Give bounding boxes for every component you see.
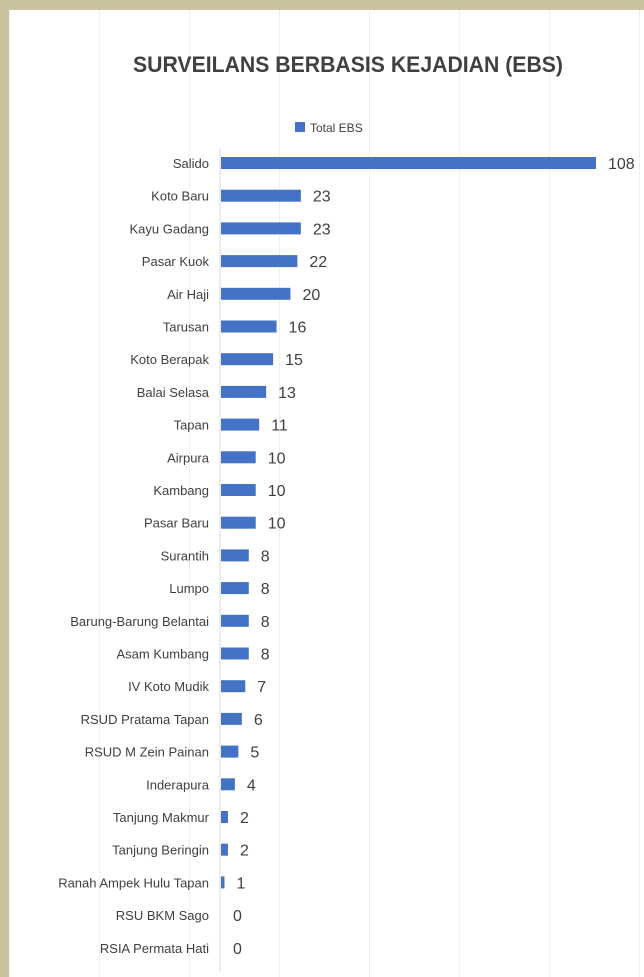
chart-title: SURVEILANS BERBASIS KEJADIAN (EBS) bbox=[133, 52, 563, 77]
bar bbox=[221, 157, 596, 169]
bar bbox=[221, 647, 249, 660]
category-label: Tanjung Beringin bbox=[112, 843, 209, 858]
bar bbox=[221, 843, 228, 856]
category-label: Balai Selasa bbox=[137, 385, 210, 400]
category-labels: Salido Koto Baru Kayu Gadang Pasar Kuok Air … bbox=[58, 156, 210, 956]
bar bbox=[221, 745, 239, 758]
bar bbox=[221, 255, 298, 268]
category-label: RSUD Pratama Tapan bbox=[81, 712, 209, 727]
category-label: Tapan bbox=[174, 418, 209, 433]
bar bbox=[221, 484, 256, 496]
category-label: Tanjung Makmur bbox=[113, 810, 210, 825]
category-label: Lumpo bbox=[169, 581, 209, 596]
bar bbox=[221, 222, 301, 235]
category-label: RSIA Permata Hati bbox=[100, 941, 209, 956]
data-label: 4 bbox=[247, 777, 256, 794]
data-label: 23 bbox=[313, 221, 331, 238]
category-label: Inderapura bbox=[146, 777, 210, 792]
bars bbox=[221, 157, 596, 889]
data-label: 23 bbox=[313, 189, 331, 206]
bar bbox=[221, 353, 274, 366]
data-label: 2 bbox=[240, 843, 249, 860]
data-label: 10 bbox=[268, 450, 286, 467]
category-label: Kayu Gadang bbox=[129, 221, 209, 236]
category-label: Ranah Ampek Hulu Tapan bbox=[58, 875, 209, 890]
data-label: 8 bbox=[261, 647, 270, 664]
bar bbox=[221, 516, 256, 529]
data-label: 8 bbox=[261, 548, 270, 565]
data-label: 15 bbox=[285, 352, 303, 369]
category-label: Tarusan bbox=[163, 320, 209, 335]
spreadsheet-background bbox=[9, 10, 644, 977]
category-label: RSU BKM Sago bbox=[116, 908, 209, 923]
data-label: 11 bbox=[271, 418, 288, 435]
data-label: 0 bbox=[233, 941, 242, 958]
category-label: Pasar Baru bbox=[144, 516, 209, 531]
bar bbox=[221, 418, 260, 431]
data-label: 8 bbox=[261, 581, 270, 598]
category-label: RSUD M Zein Painan bbox=[85, 745, 209, 760]
bar bbox=[221, 811, 228, 823]
data-label: 10 bbox=[268, 483, 286, 500]
bar bbox=[221, 680, 246, 693]
bar bbox=[221, 876, 225, 889]
category-label: Asam Kumbang bbox=[117, 647, 210, 662]
category-label: Airpura bbox=[167, 450, 210, 465]
category-label: Koto Baru bbox=[151, 189, 209, 204]
data-label: 10 bbox=[268, 516, 286, 533]
bar bbox=[221, 320, 277, 333]
category-label: Salido bbox=[173, 156, 209, 171]
data-label: 16 bbox=[289, 320, 307, 337]
legend-swatch bbox=[295, 122, 305, 132]
data-label: 13 bbox=[278, 385, 296, 402]
bar bbox=[221, 189, 301, 202]
bar bbox=[221, 287, 291, 300]
bar bbox=[221, 451, 256, 464]
category-label: Barung-Barung Belantai bbox=[70, 614, 209, 629]
legend-label: Total EBS bbox=[310, 121, 363, 135]
data-label: 5 bbox=[250, 745, 259, 762]
data-label: 1 bbox=[236, 875, 245, 892]
category-label: IV Koto Mudik bbox=[128, 679, 209, 694]
category-label: Kambang bbox=[153, 483, 209, 498]
bar bbox=[221, 385, 267, 398]
category-label: Surantih bbox=[161, 548, 209, 563]
data-label: 2 bbox=[240, 810, 249, 827]
data-label: 7 bbox=[257, 679, 266, 696]
data-label: 108 bbox=[608, 156, 635, 173]
data-label: 6 bbox=[254, 712, 263, 729]
bar bbox=[221, 712, 242, 725]
category-label: Koto Berapak bbox=[130, 352, 209, 367]
data-label: 0 bbox=[233, 908, 242, 925]
data-label: 20 bbox=[302, 287, 320, 304]
bar bbox=[221, 614, 249, 627]
data-label: 22 bbox=[309, 254, 327, 271]
category-label: Air Haji bbox=[167, 287, 209, 302]
legend: Total EBS bbox=[295, 121, 363, 135]
bar bbox=[221, 582, 249, 595]
bar bbox=[221, 778, 235, 791]
category-label: Pasar Kuok bbox=[142, 254, 210, 269]
bar bbox=[221, 549, 249, 562]
data-label: 8 bbox=[261, 614, 270, 631]
